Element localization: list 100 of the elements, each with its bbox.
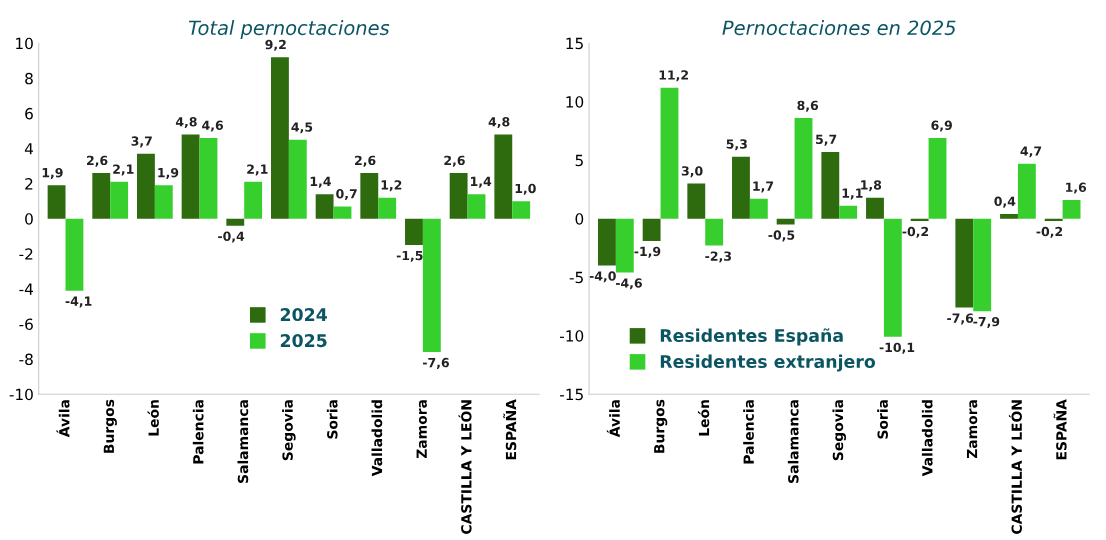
- data-label: -4,0: [589, 271, 616, 283]
- data-label: 1,8: [861, 180, 882, 192]
- bar: [598, 218, 616, 266]
- data-label: 2,6: [355, 155, 376, 167]
- data-label: 2,6: [87, 155, 108, 167]
- x-tick-label: ESPAÑA: [503, 399, 517, 460]
- bar: [1062, 199, 1081, 219]
- x-tick-label: Segovia: [282, 400, 296, 461]
- bar: [732, 156, 750, 219]
- data-label: 5,7: [816, 134, 837, 146]
- x-tick-label: Zamora: [966, 400, 978, 459]
- x-tick-label: Salamanca: [237, 400, 249, 483]
- data-label: 1,9: [42, 167, 63, 179]
- bar: [660, 87, 679, 219]
- y-tick-label: 6: [25, 107, 33, 120]
- data-label: 1,1: [842, 188, 863, 200]
- x-tick-label: Palencia: [743, 400, 754, 464]
- bar: [955, 218, 974, 308]
- x-tick-label: ESPAÑA: [1053, 399, 1067, 460]
- data-label: 1,7: [753, 181, 774, 193]
- bar: [288, 139, 307, 219]
- x-tick-label: León: [697, 400, 710, 436]
- y-tick-label: 15: [566, 37, 583, 50]
- data-label: -1,5: [396, 250, 423, 262]
- y-tick-label: 10: [566, 96, 584, 108]
- y-tick-label: -8: [19, 353, 33, 366]
- y-tick-label: 10: [16, 37, 33, 50]
- bar: [378, 197, 397, 219]
- y-tick-label: 5: [575, 154, 583, 167]
- x-tick-label: Burgos: [103, 399, 117, 453]
- bar: [405, 218, 423, 246]
- y-tick-label: -10: [9, 388, 33, 401]
- chart-title: Total pernoctaciones: [188, 20, 390, 39]
- data-label: -10,1: [879, 342, 915, 354]
- bar: [794, 118, 813, 219]
- data-label: 4,8: [488, 117, 510, 129]
- x-tick-label: Segovia: [832, 400, 847, 461]
- bar: [271, 57, 289, 219]
- bar: [92, 173, 111, 219]
- bar: [866, 197, 884, 219]
- y-tick-label: -15: [560, 388, 583, 401]
- x-tick-label: Valladolid: [921, 400, 933, 477]
- data-label: 4,7: [1020, 146, 1042, 158]
- bar: [360, 173, 379, 219]
- y-tick-label: 4: [24, 143, 33, 155]
- x-tick-label: CASTILLA Y LEÓN: [1008, 400, 1022, 534]
- y-tick-label: -5: [569, 271, 583, 284]
- data-label: 3,0: [681, 166, 703, 178]
- bar: [749, 198, 768, 219]
- data-label: -2,3: [705, 251, 731, 263]
- bar: [110, 181, 129, 219]
- x-tick-label: Burgos: [654, 399, 668, 453]
- y-tick-label: 8: [25, 72, 33, 85]
- bar: [1017, 163, 1036, 219]
- data-label: 2,6: [444, 155, 465, 167]
- legend-label: 2024: [280, 307, 327, 322]
- data-label: 1,6: [1066, 182, 1087, 194]
- bar: [642, 218, 661, 241]
- data-label: -0,4: [218, 231, 245, 243]
- data-label: -1,9: [634, 246, 661, 258]
- data-label: -0,2: [1036, 226, 1063, 238]
- bar: [226, 218, 245, 226]
- x-tick-label: Soria: [326, 400, 338, 439]
- chart-title: Pernoctaciones en 2025: [722, 20, 956, 36]
- bar: [181, 134, 200, 219]
- bar: [1000, 214, 1018, 219]
- data-label: 4,5: [291, 122, 313, 134]
- bar: [776, 218, 795, 225]
- bar: [422, 218, 441, 353]
- data-label: 2,1: [113, 164, 134, 176]
- data-label: 0,4: [994, 196, 1016, 208]
- x-tick-label: Salamanca: [787, 400, 799, 483]
- data-label: -7,6: [423, 357, 449, 369]
- bar: [687, 183, 706, 219]
- bar: [47, 185, 66, 219]
- bar: [467, 194, 486, 219]
- data-label: -7,6: [947, 313, 974, 325]
- y-tick-label: 0: [25, 213, 33, 225]
- bar: [136, 153, 155, 219]
- data-label: 1,2: [381, 180, 402, 192]
- bar: [315, 194, 334, 219]
- data-label: 5,3: [726, 139, 747, 151]
- data-label: 1,9: [158, 167, 179, 179]
- x-tick-label: Zamora: [416, 400, 427, 459]
- x-tick-label: Palencia: [192, 400, 204, 464]
- x-tick-label: Ávila: [56, 400, 70, 438]
- legend-label: Residentes extranjero: [660, 354, 876, 372]
- legend-label: 2025: [280, 334, 327, 348]
- y-tick-label: -4: [19, 283, 33, 295]
- bar: [883, 218, 902, 337]
- legend-label: Residentes España: [660, 328, 843, 346]
- bar: [705, 218, 724, 246]
- x-tick-label: CASTILLA Y LEÓN: [458, 400, 472, 534]
- y-tick-label: 0: [575, 213, 584, 225]
- bar: [512, 201, 531, 219]
- bar: [244, 181, 263, 219]
- y-tick-label: -10: [560, 330, 584, 342]
- bar: [839, 205, 858, 219]
- bar: [494, 134, 513, 219]
- y-tick-label: -6: [19, 318, 33, 331]
